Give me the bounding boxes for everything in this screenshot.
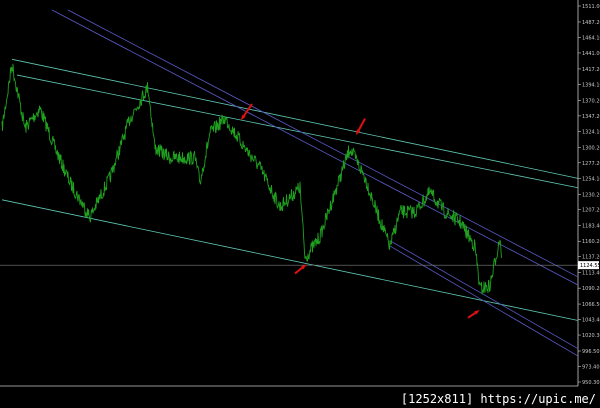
- red-arrow-head: [301, 264, 307, 270]
- y-tick-label: 1066.50: [582, 302, 600, 308]
- y-tick-label: 1043.40: [582, 318, 600, 324]
- y-tick-label: 1090.20: [582, 286, 600, 292]
- current-price-label: 1124.55: [580, 263, 600, 269]
- current-price-box: [578, 261, 599, 270]
- y-tick-label: 1230.20: [582, 192, 600, 198]
- y-tick-label: 1441.00: [582, 51, 600, 57]
- teal-trendline: [16, 74, 579, 189]
- blue-trendline: [389, 245, 579, 357]
- y-tick-label: 1020.30: [582, 333, 600, 339]
- y-tick-label: 1347.20: [582, 114, 600, 120]
- blue-trendline: [67, 9, 579, 278]
- y-tick-label: 996.50: [582, 349, 600, 355]
- teal-trendline: [1, 199, 579, 321]
- y-tick-label: 973.40: [582, 365, 600, 371]
- y-tick-label: 1160.20: [582, 239, 600, 245]
- y-tick-label: 1113.40: [582, 271, 600, 277]
- y-tick-label: 1207.20: [582, 208, 600, 214]
- y-tick-label: 1137.20: [582, 255, 600, 261]
- red-arrow-head: [474, 310, 480, 315]
- y-tick-label: 1511.00: [582, 4, 600, 10]
- y-tick-label: 1464.10: [582, 35, 600, 41]
- y-tick-label: 950.30: [582, 380, 600, 386]
- y-tick-label: 1394.10: [582, 82, 600, 88]
- y-tick-label: 1277.20: [582, 161, 600, 167]
- price-series-line: [1, 63, 502, 295]
- y-tick-label: 1183.40: [582, 224, 600, 230]
- y-tick-label: 1300.20: [582, 145, 600, 151]
- teal-trendline: [11, 58, 579, 179]
- blue-trendline: [51, 9, 579, 286]
- red-arrow-head: [356, 129, 361, 136]
- blue-trendline: [389, 240, 579, 350]
- y-tick-label: 1370.20: [582, 98, 600, 104]
- y-tick-label: 1254.10: [582, 176, 600, 182]
- watermark: [1252x811] https://upic.me/: [400, 392, 596, 406]
- red-arrow-head: [240, 114, 246, 121]
- y-tick-label: 1417.20: [582, 67, 600, 73]
- y-tick-label: 1324.10: [582, 129, 600, 135]
- y-tick-label: 1487.20: [582, 20, 600, 26]
